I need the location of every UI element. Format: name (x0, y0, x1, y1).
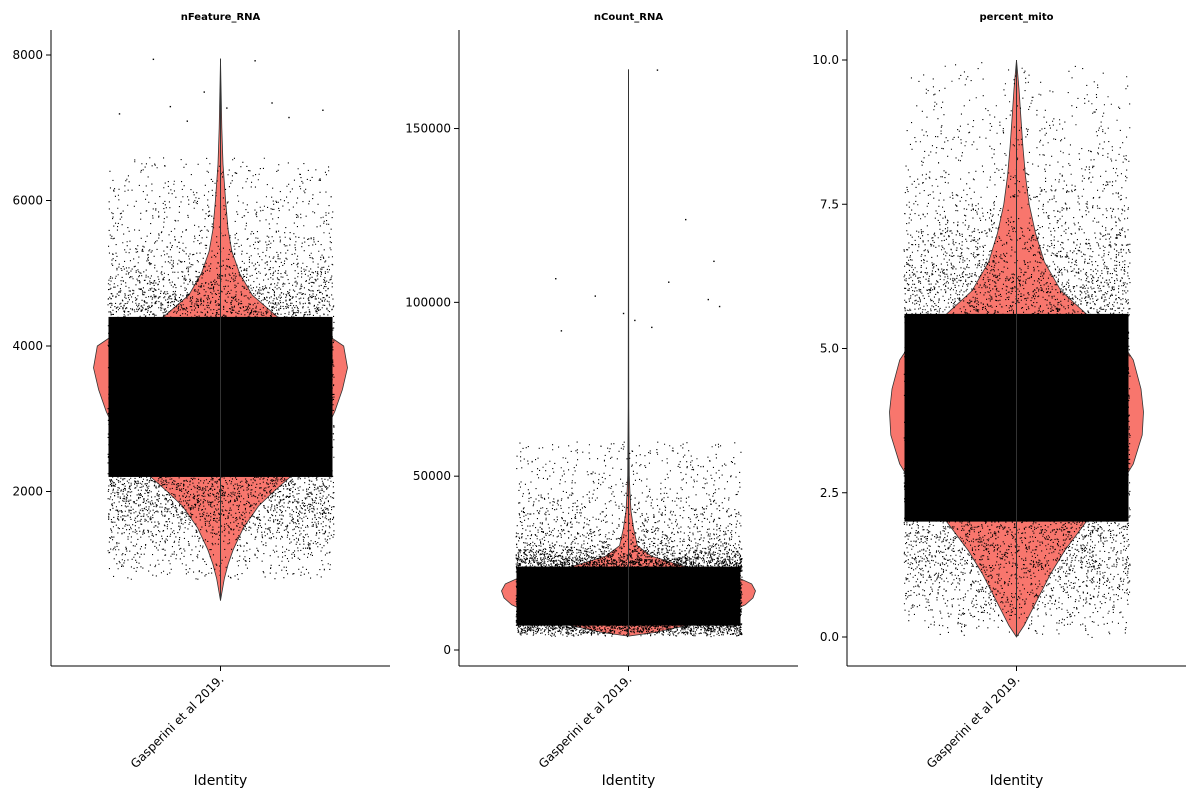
outlier-point (594, 295, 596, 297)
x-category-label: Gasperini et al 2019. (128, 672, 227, 771)
outlier-point (622, 312, 625, 315)
y-tick-label: 5.0 (820, 342, 839, 356)
x-axis-title: Identity (602, 773, 656, 789)
outlier-point (668, 281, 670, 283)
outlier-point (707, 298, 709, 301)
outlier-point (656, 69, 659, 71)
y-tick-label: 4000 (12, 339, 43, 353)
outlier-point (685, 218, 687, 221)
outlier-point (555, 278, 557, 280)
outlier-point (713, 260, 715, 263)
y-tick-label: 2.5 (820, 486, 839, 500)
violin-panel-2: percent_mito 0.0 2.5 5.0 7.5 10.0 Gasperini et… (812, 12, 1186, 789)
x-category-label: Gasperini et al 2019. (924, 672, 1023, 771)
outlier-point (288, 116, 290, 119)
outlier-point (186, 120, 188, 122)
y-tick-label: 0.0 (820, 630, 839, 644)
outlier-point (169, 105, 172, 108)
x-axis-title: Identity (194, 773, 248, 789)
violin-panel-1: nCount_RNA 0 50000 100000 150000 Gasperini et… (405, 12, 798, 789)
y-tick-label: 50000 (413, 469, 451, 483)
panel-title: nCount_RNA (594, 12, 663, 23)
outlier-point (152, 58, 155, 61)
y-tick-label: 2000 (12, 485, 43, 499)
y-tick-label: 10.0 (812, 53, 839, 67)
outlier-point (651, 326, 653, 329)
jitter-points (903, 62, 1131, 639)
panel-title: nFeature_RNA (181, 12, 261, 23)
y-tick-label: 7.5 (820, 197, 839, 211)
outlier-point (322, 109, 324, 111)
outlier-point (118, 113, 121, 115)
panel-title: percent_mito (980, 12, 1054, 23)
outlier-point (271, 102, 273, 104)
y-tick-label: 6000 (12, 194, 43, 208)
outlier-point (718, 305, 721, 308)
violin-panel-0: nFeature_RNA 2000 4000 6000 8000 Gasperini et… (12, 12, 390, 789)
outlier-point (634, 319, 636, 322)
x-category-label: Gasperini et al 2019. (536, 672, 635, 771)
outlier-point (254, 60, 256, 62)
x-axis-title: Identity (990, 773, 1044, 789)
outlier-point (226, 107, 228, 109)
y-tick-label: 0 (443, 643, 451, 657)
y-tick-label: 150000 (405, 122, 451, 136)
outlier-point (560, 330, 563, 332)
y-tick-label: 8000 (12, 48, 43, 62)
outlier-point (203, 91, 205, 93)
y-tick-label: 100000 (405, 295, 451, 309)
